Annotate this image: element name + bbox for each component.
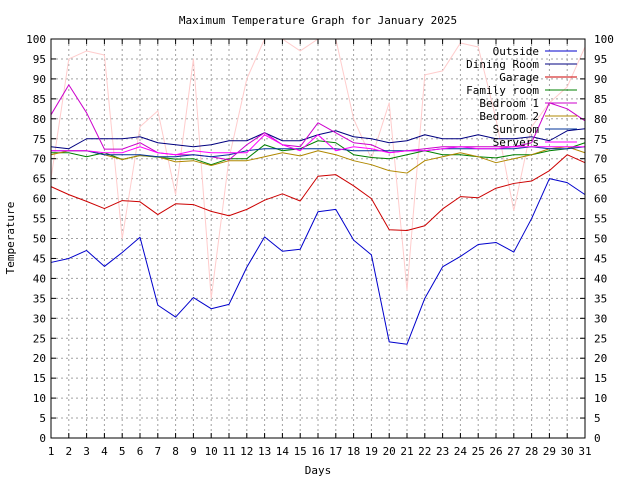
y-tick-label: 15 (33, 372, 46, 385)
x-tick-label: 16 (311, 445, 324, 458)
chart-title: Maximum Temperature Graph for January 20… (179, 14, 457, 27)
y-tick-label-right: 30 (594, 312, 607, 325)
y-tick-label: 35 (33, 292, 46, 305)
x-tick-label: 30 (561, 445, 574, 458)
y-tick-label-right: 75 (594, 133, 607, 146)
x-tick-label: 27 (507, 445, 520, 458)
legend-label-sunroom: Sunroom (493, 123, 540, 136)
x-axis-label: Days (305, 464, 332, 477)
x-tick-label: 28 (525, 445, 538, 458)
y-tick-label: 90 (33, 73, 46, 86)
x-tick-label: 18 (347, 445, 360, 458)
series-line-bedroom-2 (50, 146, 586, 174)
y-tick-label-right: 10 (594, 392, 607, 405)
x-tick-label: 3 (83, 445, 90, 458)
y-tick-label: 65 (33, 173, 46, 186)
x-tick-label: 2 (65, 445, 72, 458)
series-line-bedroom-1 (50, 84, 586, 161)
x-tick-label: 23 (436, 445, 449, 458)
x-tick-label: 13 (258, 445, 271, 458)
x-tick-label: 21 (400, 445, 413, 458)
y-tick-label-right: 95 (594, 53, 607, 66)
y-tick-label: 80 (33, 113, 46, 126)
y-tick-label-right: 20 (594, 352, 607, 365)
legend-label-family-room: Family room (466, 84, 539, 97)
x-tick-label: 6 (137, 445, 144, 458)
y-tick-label-right: 45 (594, 252, 607, 265)
y-tick-label: 5 (39, 412, 46, 425)
x-tick-label: 22 (418, 445, 431, 458)
x-tick-label: 20 (383, 445, 396, 458)
y-tick-label: 0 (39, 432, 46, 445)
y-tick-label: 50 (33, 233, 46, 246)
series-line-outside (50, 178, 586, 345)
y-tick-label-right: 80 (594, 113, 607, 126)
legend-label-dining-room: Dining Room (466, 58, 539, 71)
y-tick-label: 10 (33, 392, 46, 405)
y-tick-label: 70 (33, 153, 46, 166)
y-tick-label-right: 100 (594, 33, 614, 46)
x-tick-label: 4 (101, 445, 108, 458)
legend-label-bedroom-2: Bedroom 2 (479, 110, 539, 123)
y-tick-label-right: 0 (594, 432, 601, 445)
x-tick-label: 17 (329, 445, 342, 458)
y-tick-label-right: 70 (594, 153, 607, 166)
y-tick-label: 85 (33, 93, 46, 106)
y-tick-label-right: 25 (594, 332, 607, 345)
y-tick-label-right: 15 (594, 372, 607, 385)
series-line-servers (51, 134, 585, 156)
y-tick-label-right: 55 (594, 213, 607, 226)
y-axis-label: Temperature (4, 202, 17, 275)
x-tick-label: 12 (240, 445, 253, 458)
y-tick-label-right: 5 (594, 412, 601, 425)
x-tick-label: 26 (489, 445, 502, 458)
x-tick-label: 1 (48, 445, 55, 458)
legend-label-servers: Servers (493, 136, 539, 149)
y-tick-label-right: 50 (594, 233, 607, 246)
x-tick-label: 7 (154, 445, 161, 458)
x-tick-label: 29 (543, 445, 556, 458)
x-tick-label: 9 (190, 445, 197, 458)
y-tick-label-right: 60 (594, 193, 607, 206)
y-tick-label-right: 40 (594, 272, 607, 285)
y-tick-label-right: 65 (594, 173, 607, 186)
legend-label-outside: Outside (493, 45, 539, 58)
x-tick-label: 11 (222, 445, 235, 458)
y-tick-label: 20 (33, 352, 46, 365)
x-tick-label: 31 (578, 445, 591, 458)
x-tick-label: 5 (119, 445, 126, 458)
y-tick-label-right: 35 (594, 292, 607, 305)
x-tick-label: 15 (294, 445, 307, 458)
x-tick-label: 24 (454, 445, 468, 458)
series-line-garage (50, 154, 586, 232)
x-tick-label: 8 (172, 445, 179, 458)
y-tick-label-right: 90 (594, 73, 607, 86)
x-tick-label: 19 (365, 445, 378, 458)
y-tick-label: 100 (26, 33, 46, 46)
y-tick-label: 55 (33, 213, 46, 226)
y-tick-label: 40 (33, 272, 46, 285)
y-tick-label: 30 (33, 312, 46, 325)
x-tick-label: 25 (472, 445, 485, 458)
y-tick-label: 25 (33, 332, 46, 345)
grid (51, 39, 585, 438)
y-tick-label: 95 (33, 53, 46, 66)
legend-label-garage: Garage (499, 71, 539, 84)
y-tick-label: 60 (33, 193, 46, 206)
y-tick-label-right: 85 (594, 93, 607, 106)
y-tick-label: 75 (33, 133, 46, 146)
x-tick-label: 14 (276, 445, 290, 458)
legend-label-bedroom-1: Bedroom 1 (479, 97, 539, 110)
y-tick-label: 45 (33, 252, 46, 265)
x-tick-label: 10 (205, 445, 218, 458)
